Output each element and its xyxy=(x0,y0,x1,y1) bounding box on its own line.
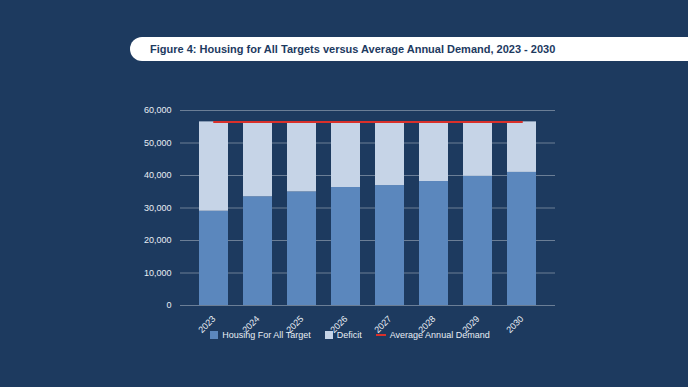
html-text:Figure 4: Housing for All Targ: Figure 4: Housing for All Targets versus… xyxy=(150,43,556,55)
svg-text:2025: 2025 xyxy=(284,313,306,335)
svg-text:2024: 2024 xyxy=(240,313,262,335)
html-text:Deficit: Deficit xyxy=(336,330,362,340)
svg-text:20,000: 20,000 xyxy=(144,235,172,245)
svg-text:40,000: 40,000 xyxy=(144,170,172,180)
svg-text:2023: 2023 xyxy=(196,313,218,335)
svg-text:0: 0 xyxy=(166,300,171,310)
svg-text:2027: 2027 xyxy=(372,313,394,335)
svg-text:2026: 2026 xyxy=(328,313,350,335)
html-text:Housing For All Target: Housing For All Target xyxy=(222,330,311,340)
svg-text:2030: 2030 xyxy=(504,314,525,335)
html-text:Average Annual Demand: Average Annual Demand xyxy=(389,330,490,340)
svg-text:30,000: 30,000 xyxy=(144,203,172,213)
svg-text:50,000: 50,000 xyxy=(144,138,172,148)
svg-text:2028: 2028 xyxy=(416,313,438,335)
svg-text:2029: 2029 xyxy=(460,313,482,335)
svg-text:60,000: 60,000 xyxy=(144,105,172,115)
svg-text:10,000: 10,000 xyxy=(144,268,172,278)
